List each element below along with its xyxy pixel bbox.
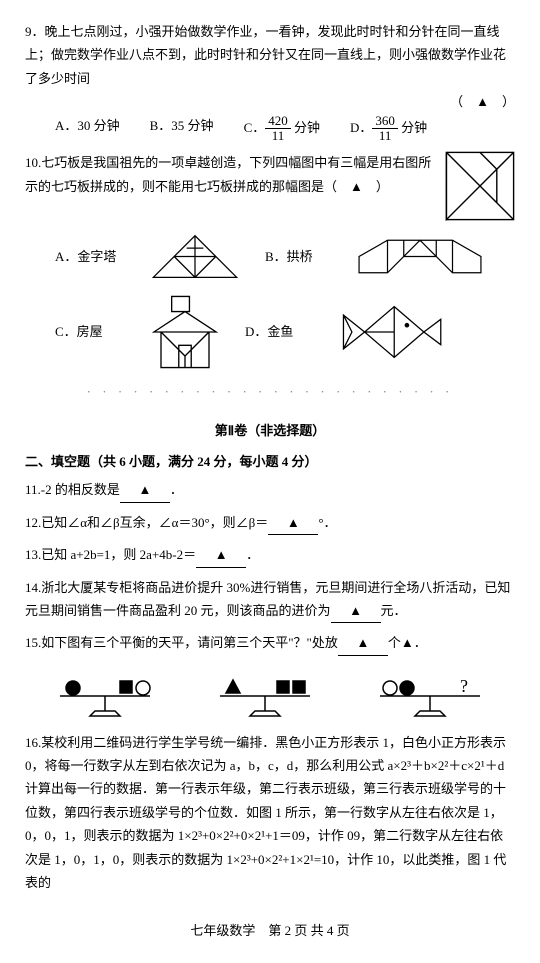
q9-options: A．30 分钟 B．35 分钟 C．42011 分钟 D．36011 分钟 (25, 114, 515, 144)
q10-opt-a: A．金字塔 (55, 245, 125, 268)
pyramid-icon (145, 229, 245, 284)
blank: ▲ (268, 511, 318, 535)
question-9: 9．晚上七点刚过，小强开始做数学作业，一看钟，发现此时时针和分针在同一直线上；做… (25, 20, 515, 143)
question-13: 13.已知 a+2b=1，则 2a+4b-2＝▲． (25, 543, 515, 567)
q9-opt-b: B．35 分钟 (150, 114, 214, 144)
q9-opt-c: C．42011 分钟 (244, 114, 320, 144)
svg-text:?: ? (460, 676, 468, 696)
balance-2-icon (205, 666, 325, 721)
q10-opt-b: B．拱桥 (265, 245, 335, 268)
part-2-title: 第Ⅱ卷（非选择题） (25, 419, 515, 442)
q9-num: 9． (25, 24, 45, 39)
balance-diagram: ? (25, 666, 515, 721)
house-icon (145, 292, 225, 372)
divider: · · · · · · · · · · · · · · · · · · · · … (25, 380, 515, 403)
q9-opt-a: A．30 分钟 (55, 114, 120, 144)
q10-num: 10. (25, 155, 41, 170)
q9-opt-d: D．36011 分钟 (350, 114, 427, 144)
question-15: 15.如下图有三个平衡的天平，请问第三个天平"？"处放▲个▲． ? (25, 631, 515, 720)
q10-tail: （ ▲ ） (324, 179, 389, 194)
q16-text: 某校利用二维码进行学生学号统一编排．黑色小正方形表示 1，白色小正方形表示 0，… (25, 735, 506, 890)
bridge-icon (355, 234, 485, 279)
blank: ▲ (196, 543, 246, 567)
q10-opt-d: D．金鱼 (245, 320, 315, 343)
page-footer: 七年级数学 第 2 页 共 4 页 (25, 919, 515, 942)
balance-1-icon (45, 666, 165, 721)
q9-tail: （ ▲ ） (25, 90, 515, 113)
question-10: 10.七巧板是我国祖先的一项卓越创造，下列四幅图中有三幅是用右图所示的七巧板拼成… (25, 151, 515, 372)
blank: ▲ (338, 631, 388, 655)
balance-3-icon: ? (365, 666, 495, 721)
section-2-heading: 二、填空题（共 6 小题，满分 24 分，每小题 4 分） (25, 450, 515, 473)
question-16: 16.某校利用二维码进行学生学号统一编排．黑色小正方形表示 1，白色小正方形表示… (25, 731, 515, 895)
question-11: 11.-2 的相反数是▲． (25, 478, 515, 502)
blank: ▲ (120, 478, 170, 502)
q9-text: 晚上七点刚过，小强开始做数学作业，一看钟，发现此时时针和分针在同一直线上；做完数… (25, 24, 506, 86)
question-12: 12.已知∠α和∠β互余，∠α＝30°，则∠β＝▲°． (25, 511, 515, 535)
blank: ▲ (331, 599, 381, 623)
q10-opt-c: C．房屋 (55, 320, 125, 343)
question-14: 14.浙北大厦某专柜将商品进价提升 30%进行销售，元旦期间进行全场八折活动，已… (25, 576, 515, 624)
tangram-icon (445, 151, 515, 221)
fish-icon (335, 297, 445, 367)
